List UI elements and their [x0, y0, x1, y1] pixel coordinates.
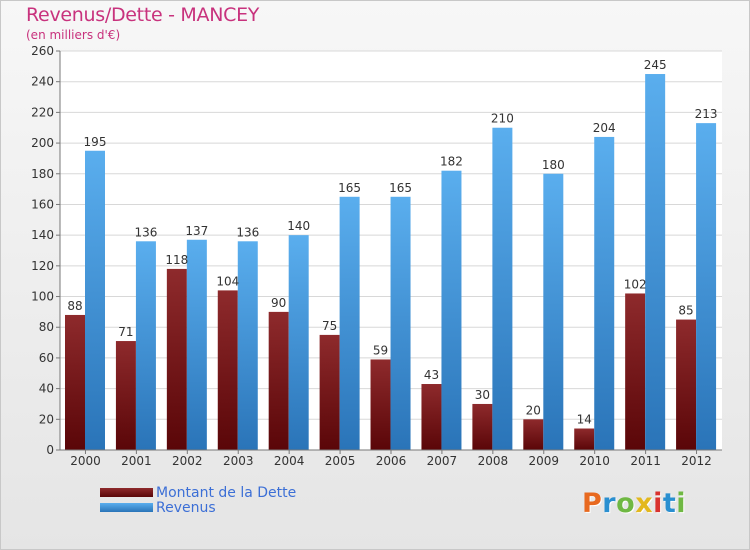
y-tick-label: 20 — [39, 412, 54, 426]
data-label-dette-2000: 88 — [67, 299, 82, 313]
x-tick-label: 2006 — [376, 454, 407, 468]
x-tick-label: 2009 — [528, 454, 559, 468]
y-tick-label: 40 — [39, 382, 54, 396]
data-label-dette-2004: 90 — [271, 296, 286, 310]
y-tick-label: 240 — [31, 75, 54, 89]
y-tick-label: 140 — [31, 228, 54, 242]
logo-letter: r — [602, 488, 617, 519]
bar-revenus-2005 — [339, 196, 360, 450]
x-tick-label: 2008 — [478, 454, 509, 468]
data-label-revenus-2010: 204 — [593, 121, 616, 135]
bar-dette-2012 — [676, 319, 697, 450]
logo-letter: x — [635, 488, 654, 519]
bar-revenus-2004 — [288, 235, 309, 450]
data-label-dette-2003: 104 — [216, 274, 239, 288]
legend-label-revenus: Revenus — [156, 499, 216, 516]
data-label-revenus-2006: 165 — [389, 181, 412, 195]
logo-letter: t — [662, 488, 677, 519]
data-label-revenus-2007: 182 — [440, 155, 463, 169]
x-tick-label: 2010 — [579, 454, 610, 468]
bar-dette-2008 — [472, 403, 493, 450]
chart-title: Revenus/Dette - MANCEY — [26, 4, 260, 26]
data-label-dette-2005: 75 — [322, 319, 337, 333]
logo-letter: o — [616, 488, 636, 519]
data-label-revenus-2002: 137 — [185, 224, 208, 238]
data-label-dette-2007: 43 — [424, 368, 439, 382]
data-label-revenus-2009: 180 — [542, 158, 565, 172]
y-tick-label: 200 — [31, 136, 54, 150]
logo-letter: i — [653, 488, 663, 519]
x-tick-label: 2012 — [681, 454, 712, 468]
bar-revenus-2002 — [186, 239, 207, 450]
bar-revenus-2010 — [594, 136, 615, 450]
x-tick-label: 2007 — [427, 454, 458, 468]
y-tick-label: 180 — [31, 167, 54, 181]
data-label-dette-2002: 118 — [165, 253, 188, 267]
bar-dette-2003 — [217, 290, 238, 450]
bar-dette-2010 — [574, 428, 595, 450]
x-tick-label: 2000 — [70, 454, 101, 468]
x-tick-label: 2003 — [223, 454, 254, 468]
bar-dette-2002 — [166, 268, 187, 450]
bar-dette-2004 — [268, 311, 289, 450]
y-tick-label: 0 — [46, 443, 54, 457]
legend-swatch-revenus — [100, 503, 153, 512]
data-label-revenus-2004: 140 — [287, 219, 310, 233]
data-label-dette-2010: 14 — [577, 413, 592, 427]
data-label-dette-2008: 30 — [475, 388, 490, 402]
bar-dette-2006 — [370, 359, 391, 450]
bar-revenus-2001 — [135, 241, 156, 450]
legend-label-dette: Montant de la Dette — [156, 484, 297, 501]
y-tick-label: 220 — [31, 105, 54, 119]
data-label-revenus-2011: 245 — [644, 58, 667, 72]
data-label-revenus-2012: 213 — [695, 107, 718, 121]
data-label-dette-2006: 59 — [373, 343, 388, 357]
data-label-dette-2012: 85 — [678, 304, 693, 318]
bar-revenus-2006 — [390, 196, 411, 450]
data-label-revenus-2008: 210 — [491, 112, 514, 126]
bar-dette-2009 — [523, 419, 544, 450]
bar-revenus-2007 — [441, 170, 462, 450]
bar-revenus-2009 — [543, 173, 564, 450]
data-label-dette-2009: 20 — [526, 403, 541, 417]
data-label-revenus-2005: 165 — [338, 181, 361, 195]
bar-revenus-2012 — [696, 123, 717, 450]
x-tick-label: 2002 — [172, 454, 203, 468]
chart-subtitle: (en milliers d'€) — [26, 28, 121, 42]
bar-dette-2001 — [115, 341, 136, 450]
logo-letter: i — [676, 488, 687, 519]
bar-revenus-2003 — [237, 241, 258, 450]
y-tick-label: 60 — [39, 351, 54, 365]
y-tick-label: 100 — [31, 290, 54, 304]
x-tick-label: 2005 — [325, 454, 356, 468]
data-label-dette-2001: 71 — [118, 325, 133, 339]
data-label-revenus-2003: 136 — [236, 225, 259, 239]
legend-swatch-dette — [100, 488, 153, 497]
x-tick-label: 2011 — [630, 454, 661, 468]
y-tick-label: 260 — [31, 44, 54, 58]
y-tick-label: 120 — [31, 259, 54, 273]
bar-dette-2011 — [625, 293, 646, 450]
y-tick-label: 160 — [31, 197, 54, 211]
x-tick-label: 2001 — [121, 454, 152, 468]
x-tick-label: 2004 — [274, 454, 305, 468]
chart-legend: Montant de la Dette Revenus — [100, 484, 297, 516]
bar-revenus-2011 — [645, 74, 666, 451]
logo-letter: P — [582, 488, 603, 519]
bar-dette-2007 — [421, 384, 442, 450]
bar-dette-2000 — [65, 314, 85, 450]
bar-dette-2005 — [319, 334, 340, 450]
legend-item-dette: Montant de la Dette — [100, 484, 297, 501]
proxiti-logo: Proxiti — [582, 488, 686, 519]
legend-item-revenus: Revenus — [100, 499, 296, 516]
data-label-revenus-2001: 136 — [134, 225, 157, 239]
data-label-dette-2011: 102 — [624, 277, 647, 291]
y-tick-label: 80 — [39, 320, 54, 334]
bar-revenus-2008 — [492, 127, 513, 450]
bar-revenus-2000 — [85, 150, 105, 450]
data-label-revenus-2000: 195 — [84, 135, 107, 149]
